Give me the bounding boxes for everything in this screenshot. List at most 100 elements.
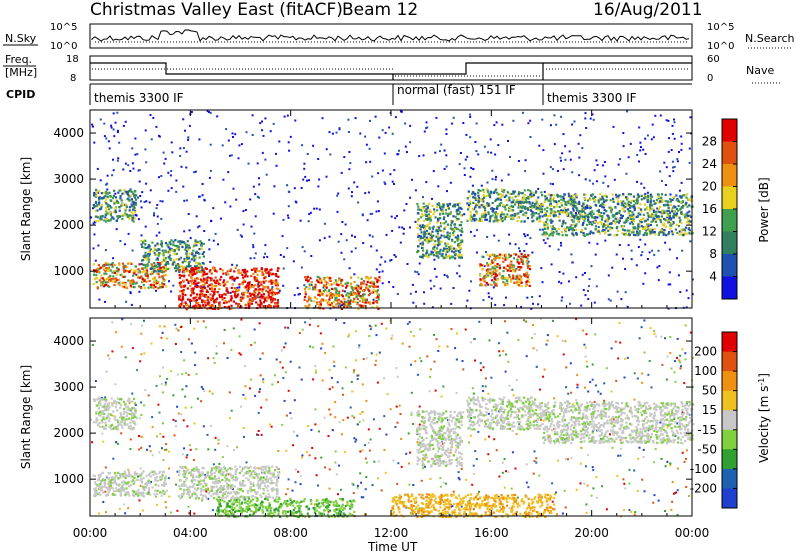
region-point <box>491 201 494 205</box>
region-point <box>442 212 445 215</box>
region-point <box>239 271 242 274</box>
scatter-point <box>132 167 135 170</box>
region-point <box>348 304 351 307</box>
region-point <box>643 220 646 223</box>
region-point <box>523 193 527 197</box>
scatter-point <box>408 483 411 486</box>
region-point <box>335 280 338 283</box>
region-point <box>437 239 440 242</box>
scatter-point <box>93 192 96 194</box>
region-point <box>632 215 635 218</box>
region-point <box>142 284 145 287</box>
region-point <box>630 231 634 234</box>
region-point <box>110 206 113 209</box>
region-point <box>212 290 215 293</box>
region-point <box>133 202 136 205</box>
region-point <box>265 289 268 292</box>
region-point <box>515 267 518 271</box>
scatter-point <box>118 141 121 144</box>
scatter-point <box>353 437 356 440</box>
scatter-point <box>257 196 260 199</box>
region-point <box>556 232 559 236</box>
scatter-point <box>258 177 260 180</box>
region-point <box>144 266 147 269</box>
region-point <box>639 213 642 216</box>
region-point <box>525 201 529 204</box>
region-point <box>218 296 222 299</box>
region-point <box>473 213 476 217</box>
scatter-point <box>393 169 396 172</box>
region-point <box>670 210 674 213</box>
scatter-point <box>619 158 622 161</box>
region-point <box>417 233 420 236</box>
region-point <box>511 196 514 199</box>
region-point <box>113 263 116 267</box>
scatter-point <box>531 296 534 298</box>
region-point <box>640 221 643 224</box>
region-point <box>486 263 489 266</box>
region-point <box>675 223 678 226</box>
region-point <box>645 207 649 211</box>
scatter-point <box>176 470 179 473</box>
region-point <box>449 219 452 223</box>
region-point <box>275 292 278 295</box>
region-point <box>582 208 585 211</box>
region-point <box>275 304 278 308</box>
region-point <box>478 206 481 209</box>
region-point <box>582 210 585 213</box>
region-point <box>250 299 253 302</box>
region-point <box>347 296 350 299</box>
region-point <box>474 206 477 209</box>
region-point <box>195 269 198 272</box>
region-point <box>488 194 491 197</box>
scatter-point <box>148 201 151 204</box>
region-point <box>636 231 639 234</box>
region-point <box>449 212 452 215</box>
region-point <box>509 206 512 209</box>
scatter-point <box>676 489 679 492</box>
region-point <box>152 287 155 290</box>
region-point <box>636 215 639 218</box>
region-point <box>121 203 124 206</box>
region-point <box>200 278 203 281</box>
region-point <box>687 214 690 218</box>
region-point <box>482 194 485 197</box>
region-point <box>200 286 203 289</box>
nsky-label: N.Sky <box>5 32 37 45</box>
region-point <box>164 259 167 262</box>
region-point <box>367 278 371 281</box>
region-point <box>655 199 659 202</box>
region-point <box>136 276 140 279</box>
region-point <box>486 270 489 273</box>
region-point <box>104 216 107 219</box>
region-point <box>624 202 627 205</box>
region-point <box>211 267 214 270</box>
region-point <box>243 275 247 278</box>
region-point <box>326 282 329 285</box>
scatter-point <box>487 151 489 154</box>
region-point <box>496 219 499 222</box>
scatter-point <box>359 132 362 135</box>
region-point <box>106 195 109 198</box>
region-point <box>549 214 552 217</box>
region-point <box>162 278 165 281</box>
region-point <box>257 288 261 291</box>
scatter-point <box>440 234 443 237</box>
region-point <box>317 280 320 283</box>
region-point <box>575 228 578 232</box>
scatter-point <box>550 263 553 266</box>
region-point <box>561 231 564 234</box>
region-point <box>589 198 592 201</box>
region-point <box>276 299 279 302</box>
scatter-point <box>375 210 378 213</box>
scatter-point <box>223 329 226 331</box>
scatter-point <box>527 122 530 125</box>
scatter-point <box>175 190 178 193</box>
region-point <box>275 287 278 290</box>
region-point <box>439 236 442 239</box>
region-point <box>109 218 113 221</box>
region-point <box>270 282 273 285</box>
region-point <box>552 197 556 200</box>
scatter-point <box>430 287 433 290</box>
region-point <box>657 195 660 198</box>
